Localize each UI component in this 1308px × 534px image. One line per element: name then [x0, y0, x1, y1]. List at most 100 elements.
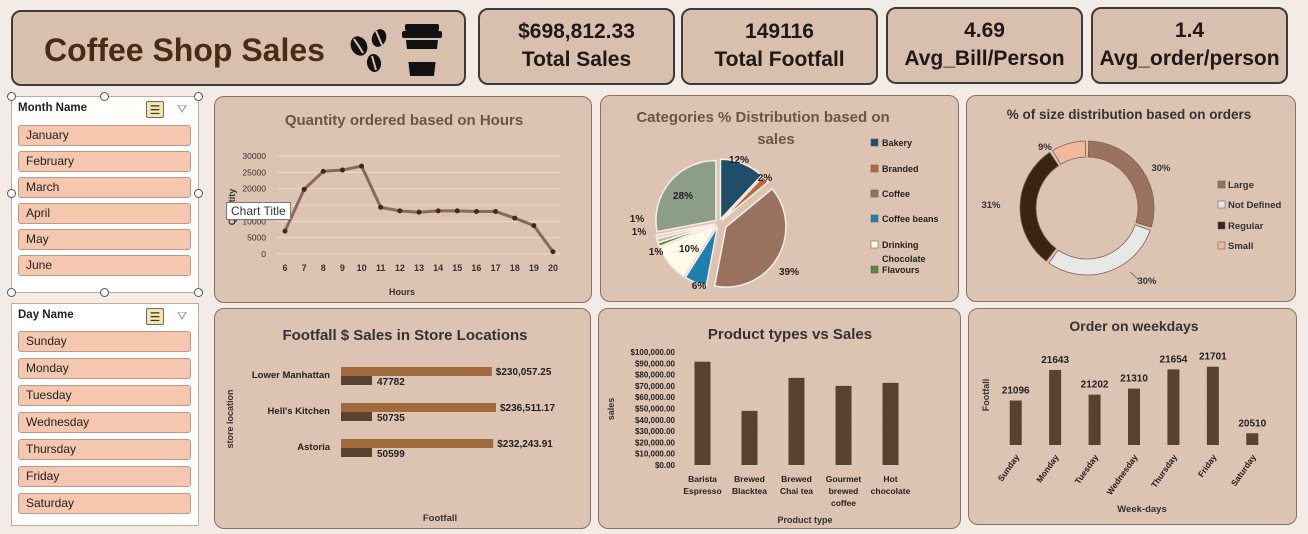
x-tick-label: Thursday: [1149, 452, 1179, 489]
chart-title: Categories % Distribution based on: [636, 109, 889, 126]
slice-label: 31%: [981, 200, 1001, 211]
x-tick-label: 9: [340, 263, 345, 273]
y-tick-label: $70,000.00: [635, 382, 676, 391]
month-slicer[interactable]: Month Name ☰ ⛛ January February March Ap…: [11, 96, 199, 293]
y-tick-label: 5000: [247, 233, 266, 243]
clear-filter-icon[interactable]: ⛛: [176, 102, 188, 116]
kpi-value: $698,812.33: [518, 20, 635, 43]
slicer-item-may[interactable]: May: [18, 229, 191, 250]
slicer-item-march[interactable]: March: [18, 177, 191, 198]
hours-line-chart: Quantity ordered based on Hours 0 5000 1000…: [227, 112, 561, 297]
slicer-title: Month Name: [18, 102, 87, 114]
slicer-item-june[interactable]: June: [18, 255, 191, 276]
slicer-item-april[interactable]: April: [18, 203, 191, 224]
pie-slice: [713, 187, 787, 288]
y-tick-label: $90,000.00: [635, 359, 676, 368]
resize-handle[interactable]: [7, 92, 16, 101]
resize-handle[interactable]: [194, 189, 203, 198]
size-chart-panel[interactable]: % of size distribution based on orders 30…: [966, 95, 1296, 302]
slice-label: 9%: [1038, 142, 1052, 153]
category-label: Astoria: [297, 442, 330, 453]
resize-handle[interactable]: [7, 288, 16, 297]
legend-swatch: [1217, 180, 1226, 189]
slicer-item-thursday[interactable]: Thursday: [18, 439, 191, 460]
day-slicer[interactable]: Day Name ☰ ⛛ Sunday Monday Tuesday Wedne…: [11, 303, 199, 526]
y-tick-label: 20000: [242, 184, 266, 194]
slicer-item-february[interactable]: February: [18, 151, 191, 172]
x-tick-label: 6: [282, 263, 287, 273]
x-tick-label: 20: [548, 263, 558, 273]
y-tick-label: 30000: [242, 151, 266, 161]
slicer-item-wednesday[interactable]: Wednesday: [18, 412, 191, 433]
multi-select-icon[interactable]: ☰: [146, 101, 164, 118]
x-tick-label: Chai tea: [780, 486, 813, 496]
category-label: Lower Manhattan: [252, 370, 330, 381]
slicer-item-january[interactable]: January: [18, 125, 191, 146]
y-tick-label: $60,000.00: [635, 393, 676, 402]
x-tick-label: 18: [510, 263, 520, 273]
y-tick-label: 25000: [242, 167, 266, 177]
categories-pie-chart: Categories % Distribution based on sales 1…: [630, 109, 939, 292]
store-chart-panel[interactable]: Footfall $ Sales in Store Locations Lower…: [214, 308, 591, 529]
resize-handle[interactable]: [100, 92, 109, 101]
y-tick-label: $100,000.00: [631, 348, 676, 357]
data-point: [416, 209, 422, 215]
slice-label: 12%: [729, 155, 749, 166]
legend-swatch: [870, 138, 879, 147]
pie-slice: [684, 226, 719, 287]
y-tick-label: $40,000.00: [635, 416, 676, 425]
slicer-item-tuesday[interactable]: Tuesday: [18, 385, 191, 406]
hours-chart-panel[interactable]: Quantity ordered based on Hours 0 5000 1000…: [214, 96, 592, 303]
resize-handle[interactable]: [194, 92, 203, 101]
kpi-avg-bill: 4.69 Avg_Bill/Person: [886, 7, 1083, 84]
legend-label: Coffee: [882, 189, 910, 199]
categories-chart-panel[interactable]: Categories % Distribution based on sales 1…: [600, 95, 959, 302]
bar: [882, 382, 899, 465]
clear-filter-icon[interactable]: ⛛: [176, 309, 188, 323]
legend-label: Drinking: [882, 240, 919, 250]
donut-slice: [1048, 224, 1151, 276]
chart-title: Order on weekdays: [1069, 318, 1198, 334]
pie-slice: [719, 158, 763, 222]
sales-label: $230,057.25: [496, 367, 552, 378]
sales-label: $232,243.91: [497, 439, 553, 450]
data-point: [301, 186, 307, 192]
product-chart-panel[interactable]: Product types vs Sales $0.00 $10,000.00 $20…: [598, 308, 961, 529]
x-tick-label: chocolate: [871, 486, 911, 496]
resize-handle[interactable]: [7, 189, 16, 198]
slicer-item-monday[interactable]: Monday: [18, 358, 191, 379]
slice-label: 28%: [673, 191, 693, 202]
multi-select-icon[interactable]: ☰: [146, 308, 164, 325]
y-tick-label: $50,000.00: [635, 405, 676, 414]
data-label: 21310: [1120, 374, 1148, 385]
dashboard-title: Coffee Shop Sales: [44, 32, 325, 68]
x-tick-label: Blacktea: [732, 486, 767, 496]
data-point: [282, 228, 288, 234]
data-point: [378, 204, 384, 210]
data-point: [397, 208, 403, 214]
sales-label: $236,511.17: [500, 403, 555, 414]
sales-bar: [341, 367, 492, 376]
legend-label-line2: Chocolate: [882, 254, 926, 264]
bar: [1246, 433, 1259, 445]
x-tick-label: 14: [433, 263, 443, 273]
chart-title-line2: sales: [757, 131, 795, 148]
resize-handle[interactable]: [194, 288, 203, 297]
x-tick-label: Saturday: [1229, 452, 1258, 488]
data-point: [454, 208, 460, 214]
sales-bar: [341, 403, 496, 412]
x-tick-label: 17: [491, 263, 501, 273]
data-point: [320, 168, 326, 174]
kpi-value: 149116: [745, 20, 814, 43]
data-point: [550, 249, 556, 255]
footfall-bar: [341, 448, 372, 457]
data-label: 21096: [1002, 386, 1030, 397]
slicer-item-saturday[interactable]: Saturday: [18, 493, 191, 514]
resize-handle[interactable]: [100, 288, 109, 297]
y-tick-label: 0: [261, 249, 266, 259]
slice-label: 2%: [758, 173, 773, 184]
weekday-chart-panel[interactable]: Order on weekdays 21096 Sunday 21643 Monday 2…: [968, 308, 1297, 525]
x-tick-label: Brewed: [734, 474, 765, 484]
slicer-item-friday[interactable]: Friday: [18, 466, 191, 487]
slicer-item-sunday[interactable]: Sunday: [18, 331, 191, 352]
